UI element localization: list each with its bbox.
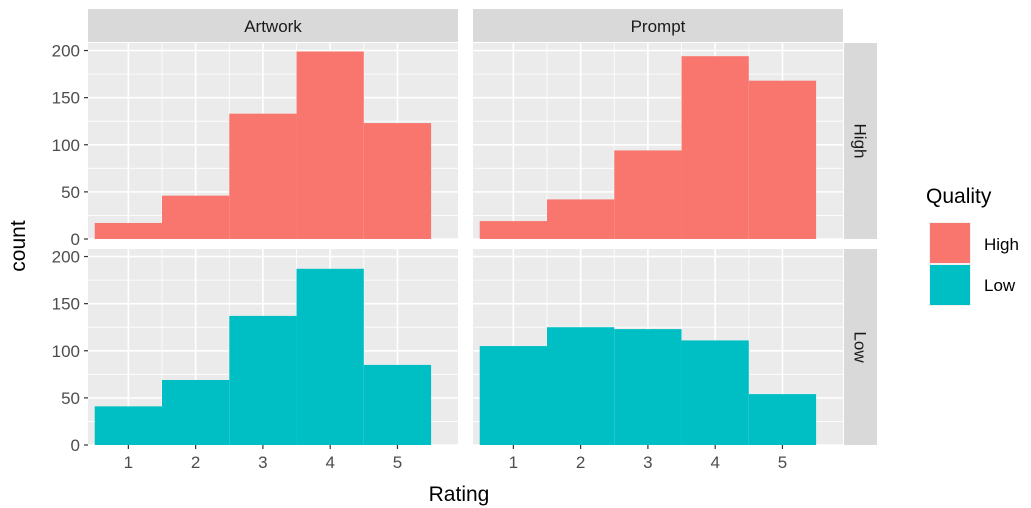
panel-artwork-low	[88, 249, 458, 446]
bar-artwork-high-rating-2	[162, 195, 230, 239]
x-tick-label: 5	[393, 453, 402, 472]
strip-row-label-high: High	[851, 124, 870, 159]
legend-swatch-low	[930, 265, 970, 305]
x-axis-title: Rating	[429, 483, 490, 506]
y-tick-label: 50	[61, 389, 80, 408]
y-tick-label: 0	[71, 230, 80, 249]
bar-prompt-low-rating-2	[547, 327, 615, 445]
y-tick-label: 200	[52, 248, 80, 267]
bar-prompt-high-rating-3	[614, 150, 682, 239]
y-tick-label: 150	[52, 89, 80, 108]
x-tick-label: 3	[258, 453, 267, 472]
x-tick-label: 4	[325, 453, 334, 472]
bar-prompt-high-rating-4	[681, 56, 749, 239]
bar-artwork-low-rating-5	[363, 364, 432, 445]
strip-column-artwork	[88, 9, 458, 42]
bar-artwork-low-rating-3	[229, 315, 297, 445]
y-tick-label: 50	[61, 183, 80, 202]
x-tick-label: 2	[191, 453, 200, 472]
panels-layer: Artwork PromptHighLow05010015020005010015…	[52, 9, 877, 472]
legend: Quality High Low	[926, 185, 1019, 306]
strip-row-low	[844, 249, 877, 445]
y-tick-label: 200	[52, 42, 80, 61]
bar-prompt-high-rating-2	[547, 199, 615, 239]
y-tick-label: 100	[52, 342, 80, 361]
x-tick-label: 3	[643, 453, 652, 472]
bar-prompt-low-rating-1	[479, 346, 547, 445]
panel-prompt-low	[473, 249, 843, 446]
bar-prompt-high-rating-5	[748, 80, 817, 239]
bar-prompt-low-rating-3	[614, 329, 682, 445]
panel-artwork-high	[88, 43, 458, 240]
bar-prompt-low-rating-5	[748, 394, 817, 445]
legend-swatch-high	[930, 223, 970, 263]
bar-artwork-high-rating-3	[229, 113, 297, 239]
bar-artwork-high-rating-1	[94, 222, 162, 239]
x-tick-label: 5	[778, 453, 787, 472]
legend-title: Quality	[926, 185, 992, 208]
bar-artwork-high-rating-4	[296, 51, 364, 239]
bar-artwork-low-rating-1	[94, 406, 162, 445]
strip-label-artwork: Artwork	[244, 17, 302, 36]
strip-column-prompt	[473, 9, 843, 42]
strip-row-label-low: Low	[851, 331, 870, 363]
strip-row-high	[844, 43, 877, 239]
bar-artwork-low-rating-2	[162, 379, 230, 445]
x-tick-label: 1	[124, 453, 133, 472]
y-axis-title: count	[7, 220, 30, 272]
bar-artwork-high-rating-5	[363, 123, 432, 239]
panel-prompt-high	[473, 43, 843, 240]
y-tick-label: 100	[52, 136, 80, 155]
bar-artwork-low-rating-4	[296, 268, 364, 445]
strip-label-prompt: Prompt	[631, 17, 686, 36]
y-tick-label: 150	[52, 295, 80, 314]
legend-label-low: Low	[984, 276, 1016, 295]
legend-label-high: High	[984, 235, 1019, 254]
bar-prompt-high-rating-1	[479, 221, 547, 239]
bar-prompt-low-rating-4	[681, 340, 749, 445]
x-tick-label: 2	[576, 453, 585, 472]
x-tick-label: 1	[509, 453, 518, 472]
x-tick-label: 4	[710, 453, 719, 472]
y-tick-label: 0	[71, 436, 80, 455]
